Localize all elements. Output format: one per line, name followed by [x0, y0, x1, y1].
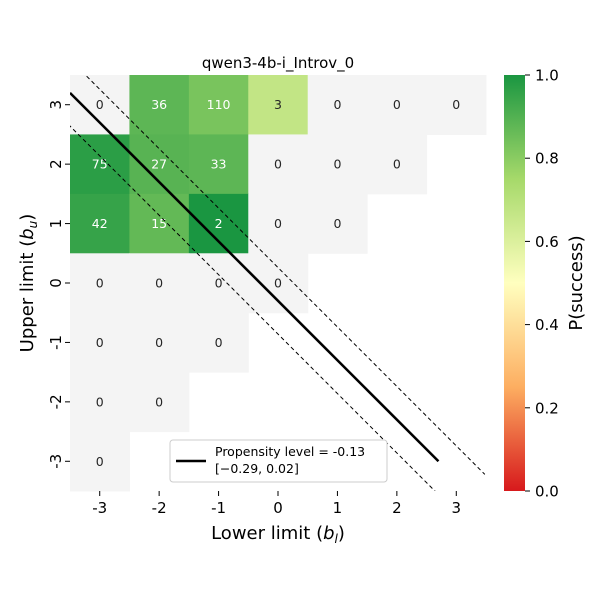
cell-count-label: 110 — [207, 97, 231, 112]
colorbar-tick-label: 0.2 — [535, 399, 559, 417]
colorbar-tick-label: 0.4 — [535, 316, 559, 334]
heatmap-cell — [307, 134, 368, 195]
cell-count-label: 2 — [215, 216, 223, 231]
cell-count-label: 0 — [274, 216, 282, 231]
y-tick-label: 3 — [47, 100, 65, 110]
colorbar-gradient — [504, 75, 525, 491]
heatmap-cell — [248, 193, 309, 254]
colorbar: 0.0 0.2 0.4 0.6 0.8 1.0 P(success) — [504, 67, 587, 501]
chart-title: qwen3-4b-i_Introv_0 — [202, 54, 354, 73]
cell-count-label: 3 — [274, 97, 282, 112]
heatmap-cell — [188, 75, 249, 135]
cell-count-label: 0 — [96, 276, 104, 291]
cell-count-label: 36 — [151, 97, 167, 112]
y-tick-label: -1 — [47, 335, 65, 350]
cell-count-label: 0 — [333, 97, 341, 112]
cell-count-label: 0 — [215, 335, 223, 350]
propensity-line — [70, 91, 440, 463]
cell-count-label: 0 — [333, 216, 341, 231]
y-tick-label: 0 — [47, 278, 65, 288]
x-tick-label: 0 — [273, 499, 283, 517]
colorbar-tick-label: 1.0 — [535, 67, 559, 85]
heatmap-cell — [367, 134, 428, 195]
y-tick-label: 2 — [47, 159, 65, 169]
cell-count-label: 42 — [92, 216, 108, 231]
cell-count-label: 0 — [155, 335, 163, 350]
y-tick-labels: 3 2 1 0 -1 -2 -3 — [47, 100, 70, 469]
legend: Propensity level = -0.13 [−0.29, 0.02] — [169, 439, 388, 483]
heatmap-cell — [307, 75, 368, 135]
heatmap-cell — [248, 253, 309, 314]
legend-label: Propensity level = -0.13 — [215, 444, 365, 459]
x-tick-label: 2 — [392, 499, 402, 517]
cell-count-label: 0 — [96, 394, 104, 409]
heatmap-cell — [70, 312, 130, 373]
propensity-ci-line — [86, 75, 486, 475]
colorbar-tick-label: 0.6 — [535, 233, 559, 251]
cell-count-label: 27 — [151, 157, 167, 172]
cell-count-label: 33 — [211, 157, 227, 172]
heatmap-cell-labels: 0 36 110 3 0 0 0 75 27 33 0 0 0 42 15 2 0 0 0 0 0 0 0 0 0 0 0 0 — [92, 97, 461, 469]
heatmap-cell — [426, 75, 487, 135]
heatmap-cells — [70, 75, 487, 492]
colorbar-tick-label: 0.0 — [535, 483, 559, 501]
legend-ci-text: [−0.29, 0.02] — [215, 461, 299, 476]
x-tick-label: 1 — [333, 499, 343, 517]
cell-count-label: 0 — [215, 276, 223, 291]
heatmap-cell — [188, 312, 249, 373]
legend-box — [169, 439, 388, 483]
heatmap-cell — [188, 193, 249, 254]
cell-count-label: 15 — [151, 216, 167, 231]
cell-count-label: 0 — [155, 276, 163, 291]
x-tick-label: -2 — [152, 499, 167, 517]
y-axis-label: Upper limit (bu) — [17, 214, 40, 353]
cell-count-label: 0 — [155, 394, 163, 409]
colorbar-ticks: 0.0 0.2 0.4 0.6 0.8 1.0 — [525, 67, 559, 501]
heatmap-cell — [367, 75, 428, 135]
x-tick-label: -3 — [92, 499, 107, 517]
heatmap-cell — [248, 134, 309, 195]
heatmap-cell — [129, 134, 190, 195]
cell-count-label: 0 — [96, 97, 104, 112]
cell-count-label: 0 — [452, 97, 460, 112]
heatmap-cell — [188, 134, 249, 195]
x-tick-labels: -3 -2 -1 0 1 2 3 — [92, 491, 461, 517]
cell-count-label: 0 — [393, 157, 401, 172]
x-tick-label: -1 — [211, 499, 226, 517]
heatmap-cell — [248, 75, 309, 135]
heatmap-cell — [307, 193, 368, 254]
y-tick-label: -3 — [47, 454, 65, 469]
cell-count-label: 0 — [96, 454, 104, 469]
heatmap-cell — [129, 253, 190, 314]
heatmap-cell — [129, 372, 190, 433]
cell-count-label: 0 — [333, 157, 341, 172]
heatmap-cell — [70, 372, 130, 433]
colorbar-tick-label: 0.8 — [535, 150, 559, 168]
heatmap-cell — [129, 75, 190, 135]
cell-count-label: 0 — [274, 276, 282, 291]
cell-count-label: 0 — [96, 335, 104, 350]
heatmap-cell — [70, 431, 130, 492]
heatmap-cell — [70, 193, 130, 254]
y-tick-label: -2 — [47, 394, 65, 409]
heatmap-cell — [70, 253, 130, 314]
colorbar-label: P(success) — [566, 235, 587, 330]
cell-count-label: 75 — [92, 157, 108, 172]
cell-count-label: 0 — [274, 157, 282, 172]
heatmap-cell — [129, 312, 190, 373]
y-tick-label: 1 — [47, 219, 65, 229]
heatmap-cell — [70, 75, 130, 135]
x-tick-label: 3 — [452, 499, 462, 517]
x-axis-label: Lower limit (bl) — [211, 523, 345, 546]
cell-count-label: 0 — [393, 97, 401, 112]
